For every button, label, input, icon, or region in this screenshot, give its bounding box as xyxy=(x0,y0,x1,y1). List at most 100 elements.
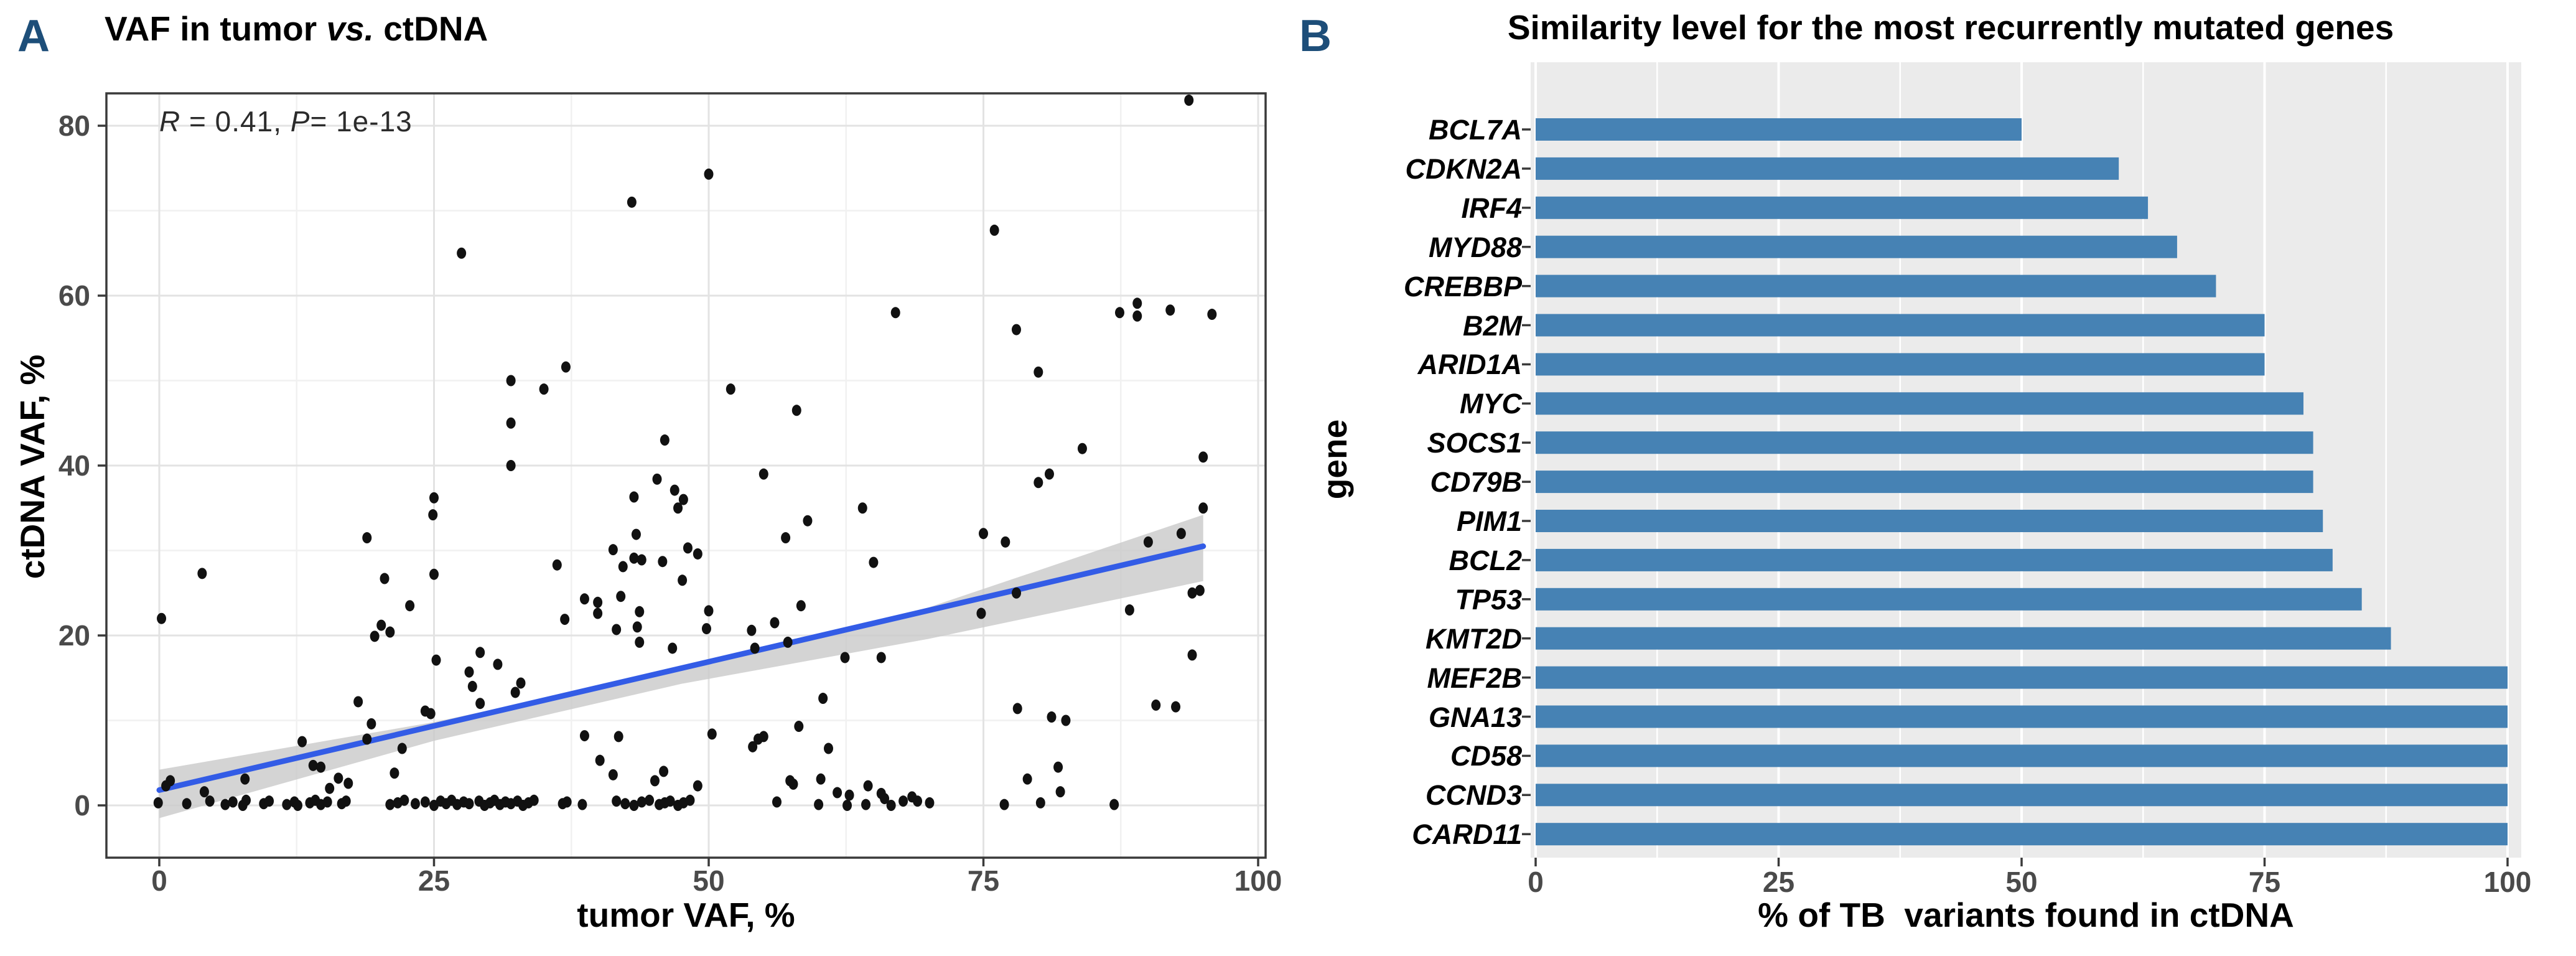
bar-CD58 xyxy=(1536,744,2508,767)
scatter-point xyxy=(704,605,714,617)
scatter-point xyxy=(1035,797,1045,808)
annotation-r-value: = 0.41, xyxy=(180,105,291,138)
panel-a-title: VAF in tumor vs. ctDNA xyxy=(105,10,488,48)
scatter-point xyxy=(475,698,485,710)
bar-TP53 xyxy=(1536,588,2362,611)
bar-CDKN2A xyxy=(1536,157,2119,180)
scatter-point xyxy=(781,532,791,544)
scatter-point xyxy=(1171,701,1181,713)
gene-label: MYC xyxy=(1460,388,1522,420)
scatter-point xyxy=(635,636,645,648)
scatter-point xyxy=(493,658,503,670)
gene-label: TP53 xyxy=(1455,583,1522,616)
scatter-point xyxy=(362,733,372,745)
scatter-point xyxy=(750,642,760,654)
scatter-point xyxy=(1034,366,1043,378)
scatter-point xyxy=(758,468,768,480)
scatter-point xyxy=(264,795,274,807)
scatter-point xyxy=(1012,703,1022,715)
scatter-point xyxy=(157,612,167,624)
scatter-point xyxy=(561,361,571,373)
scatter-point xyxy=(362,532,372,544)
scatter-point xyxy=(678,574,688,586)
bar-chart-svg xyxy=(1522,62,2521,866)
annotation-p-symbol: P xyxy=(290,105,310,138)
scatter-point xyxy=(397,743,407,754)
scatter-point xyxy=(1165,304,1175,316)
y-tick-label: 20 xyxy=(58,619,90,652)
scatter-point xyxy=(629,800,639,811)
bar-ARID1A xyxy=(1536,353,2265,376)
scatter-point xyxy=(1053,761,1063,773)
scatter-point xyxy=(182,798,192,810)
gene-label: CCND3 xyxy=(1425,779,1522,812)
scatter-point xyxy=(429,492,439,504)
scatter-point xyxy=(1011,324,1021,335)
scatter-point xyxy=(366,718,376,729)
scatter-point xyxy=(376,619,386,631)
scatter-point xyxy=(370,630,380,642)
scatter-point xyxy=(668,642,678,654)
scatter-point xyxy=(857,502,867,514)
scatter-point xyxy=(428,509,438,521)
scatter-point xyxy=(353,696,363,708)
scatter-point xyxy=(297,736,307,747)
bar-CREBBP xyxy=(1536,274,2216,298)
scatter-point xyxy=(616,591,626,602)
scatter-point xyxy=(1184,95,1194,106)
scatter-point xyxy=(660,434,670,446)
scatter-point xyxy=(770,617,780,629)
scatter-point xyxy=(693,780,702,792)
scatter-point xyxy=(1176,528,1186,540)
scatter-point xyxy=(1114,307,1124,319)
scatter-point xyxy=(1207,309,1217,321)
scatter-point xyxy=(1187,587,1197,599)
panel-b-title: Similarity level for the most recurrentl… xyxy=(1507,8,2394,47)
x-axis-title-b: % of TB variants found in ctDNA xyxy=(1758,896,2294,934)
x-tick-label: 100 xyxy=(1234,865,1282,897)
scatter-point xyxy=(1022,773,1032,785)
scatter-point xyxy=(999,799,1009,810)
scatter-point xyxy=(890,307,900,319)
bar-MYC xyxy=(1536,392,2303,415)
panel-a-title-post: ctDNA xyxy=(373,9,488,48)
gene-label: B2M xyxy=(1462,309,1522,342)
scatter-point xyxy=(506,375,516,387)
scatter-point xyxy=(595,754,605,766)
scatter-point xyxy=(228,796,238,808)
x-tick-label: 25 xyxy=(418,865,450,897)
scatter-point xyxy=(635,606,645,617)
scatter-point xyxy=(818,693,828,705)
gene-label: BCL2 xyxy=(1449,544,1522,576)
panel-b-letter: B xyxy=(1299,11,1332,61)
scatter-point xyxy=(1132,310,1142,322)
panel-a-title-vs: vs. xyxy=(326,9,374,48)
scatter-point xyxy=(1055,786,1065,798)
gene-label: MEF2B xyxy=(1427,662,1522,694)
scatter-point xyxy=(788,778,798,790)
scatter-point xyxy=(659,766,669,777)
scatter-point xyxy=(863,780,873,792)
scatter-point xyxy=(608,769,618,780)
scatter-point xyxy=(429,568,439,580)
x-axis-title-a: tumor VAF, % xyxy=(577,896,795,934)
scatter-point xyxy=(823,743,833,754)
scatter-point xyxy=(457,247,467,259)
scatter-point xyxy=(426,708,436,719)
annotation-r-symbol: R xyxy=(159,105,181,138)
scatter-point xyxy=(1198,451,1208,463)
gene-label: ARID1A xyxy=(1417,349,1522,381)
scatter-point xyxy=(658,556,668,568)
scatter-point xyxy=(341,795,351,807)
bar-BCL2 xyxy=(1536,548,2333,571)
x-tick-label: 0 xyxy=(151,865,167,897)
annotation-p-value: = 1e-13 xyxy=(310,105,413,138)
scatter-point xyxy=(579,593,589,605)
scatter-point xyxy=(405,600,415,612)
scatter-point xyxy=(632,621,642,633)
scatter-point xyxy=(464,798,474,810)
gene-label: CD58 xyxy=(1450,740,1522,772)
bar-SOCS1 xyxy=(1536,431,2313,454)
scatter-point xyxy=(325,782,335,794)
